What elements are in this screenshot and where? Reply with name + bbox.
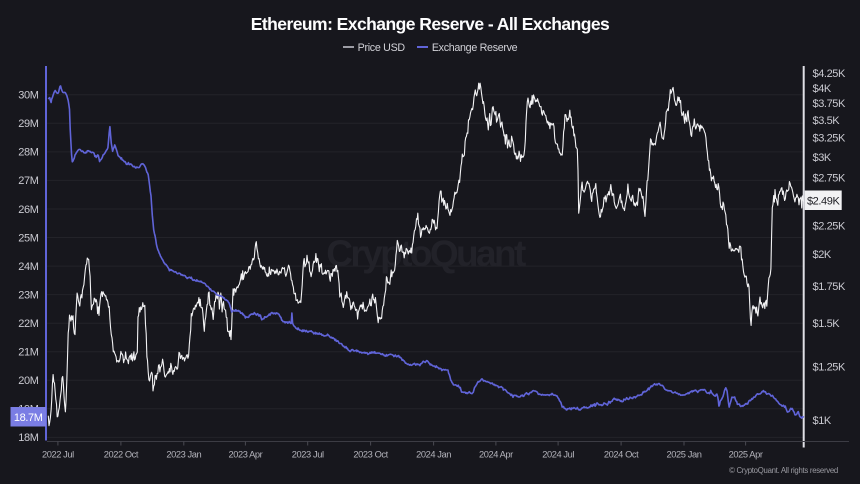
svg-text:21M: 21M xyxy=(18,347,38,359)
svg-text:$2K: $2K xyxy=(813,249,832,261)
svg-text:$1.75K: $1.75K xyxy=(813,281,847,293)
svg-text:$4K: $4K xyxy=(813,83,832,95)
svg-text:2024 Oct: 2024 Oct xyxy=(604,450,639,460)
svg-text:$1.25K: $1.25K xyxy=(813,362,847,374)
svg-text:23M: 23M xyxy=(18,289,38,301)
svg-text:2023 Jan: 2023 Jan xyxy=(166,450,201,460)
svg-text:30M: 30M xyxy=(18,90,38,102)
svg-text:$4.25K: $4.25K xyxy=(813,68,847,80)
svg-text:18.7M: 18.7M xyxy=(14,412,43,424)
svg-text:$1.5K: $1.5K xyxy=(813,318,841,330)
svg-text:2022 Jul: 2022 Jul xyxy=(42,450,74,460)
svg-text:2025 Apr: 2025 Apr xyxy=(729,450,763,460)
svg-text:$3.75K: $3.75K xyxy=(813,98,847,110)
svg-text:24M: 24M xyxy=(18,261,38,273)
svg-text:2023 Oct: 2023 Oct xyxy=(353,450,388,460)
svg-text:2024 Jul: 2024 Jul xyxy=(542,450,574,460)
svg-text:$2.75K: $2.75K xyxy=(813,173,847,185)
svg-text:25M: 25M xyxy=(18,232,38,244)
svg-text:CryptoQuant: CryptoQuant xyxy=(326,233,526,274)
svg-text:27M: 27M xyxy=(18,175,38,187)
svg-text:26M: 26M xyxy=(18,204,38,216)
svg-text:20M: 20M xyxy=(18,375,38,387)
svg-text:2024 Apr: 2024 Apr xyxy=(479,450,513,460)
svg-text:2022 Oct: 2022 Oct xyxy=(104,450,139,460)
svg-text:29M: 29M xyxy=(18,118,38,130)
svg-text:28M: 28M xyxy=(18,147,38,159)
svg-text:$3K: $3K xyxy=(813,152,832,164)
svg-text:2023 Apr: 2023 Apr xyxy=(228,450,262,460)
svg-text:$1K: $1K xyxy=(813,415,832,427)
svg-text:$2.25K: $2.25K xyxy=(813,221,847,233)
svg-text:18M: 18M xyxy=(18,432,38,444)
svg-text:$2.49K: $2.49K xyxy=(807,196,841,208)
svg-text:2024 Jan: 2024 Jan xyxy=(416,450,451,460)
svg-text:2023 Jul: 2023 Jul xyxy=(292,450,324,460)
svg-text:$3.25K: $3.25K xyxy=(813,133,847,145)
svg-text:22M: 22M xyxy=(18,318,38,330)
svg-text:$3.5K: $3.5K xyxy=(813,115,841,127)
svg-text:2025 Jan: 2025 Jan xyxy=(667,450,702,460)
svg-text:© CryptoQuant. All rights rese: © CryptoQuant. All rights reserved xyxy=(729,466,838,475)
